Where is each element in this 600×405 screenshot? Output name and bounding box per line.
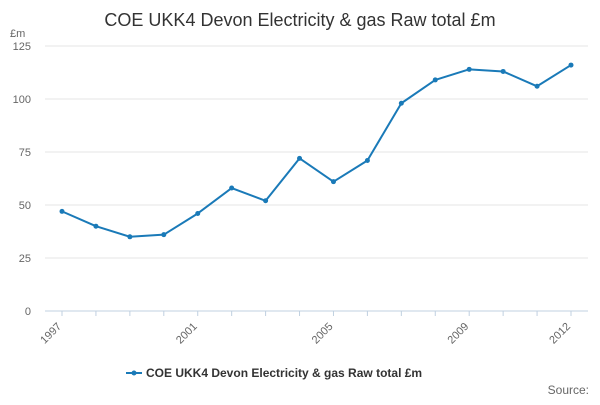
- y-tick-label: 75: [19, 147, 31, 159]
- data-point-1997: [59, 208, 65, 214]
- legend[interactable]: COE UKK4 Devon Electricity & gas Raw tot…: [126, 366, 422, 380]
- data-point-2010: [500, 68, 506, 74]
- x-tick-label: 2005: [310, 321, 336, 347]
- data-point-2006: [364, 157, 370, 163]
- x-tick-label: 2009: [446, 321, 472, 347]
- legend-marker: [131, 370, 137, 376]
- x-tick-label: 2001: [174, 321, 200, 347]
- data-point-2008: [432, 77, 438, 83]
- x-tick-label: 2012: [547, 321, 573, 347]
- data-point-1998: [93, 223, 99, 229]
- data-point-2001: [195, 210, 201, 216]
- y-tick-label: 125: [13, 41, 31, 53]
- grid-lines: [45, 45, 588, 259]
- y-tick-label: 50: [19, 200, 31, 212]
- legend-label: COE UKK4 Devon Electricity & gas Raw tot…: [146, 366, 422, 380]
- data-point-2004: [297, 155, 303, 161]
- source-label: Source:: [548, 383, 589, 397]
- chart-title: COE UKK4 Devon Electricity & gas Raw tot…: [104, 10, 495, 30]
- y-tick-label: 100: [13, 94, 31, 106]
- data-point-2005: [330, 179, 336, 185]
- data-point-2003: [263, 198, 269, 204]
- y-axis-unit-label: £m: [10, 28, 25, 40]
- x-tick-label: 1997: [38, 321, 64, 347]
- x-axis: 1997 2001 2005 2009 2012: [38, 310, 588, 347]
- y-tick-label: 0: [25, 306, 31, 318]
- data-point-2002: [229, 185, 235, 191]
- data-point-1999: [127, 234, 133, 240]
- data-point-2011: [534, 83, 540, 89]
- data-point-2012: [568, 62, 574, 68]
- series-line: [61, 64, 572, 238]
- y-tick-label: 25: [19, 253, 31, 265]
- data-point-2007: [398, 100, 404, 106]
- y-axis-ticks: 0 25 50 75 100 125: [13, 41, 31, 318]
- data-point-2009: [466, 66, 472, 72]
- data-point-2000: [161, 232, 167, 238]
- series-group: [59, 62, 574, 240]
